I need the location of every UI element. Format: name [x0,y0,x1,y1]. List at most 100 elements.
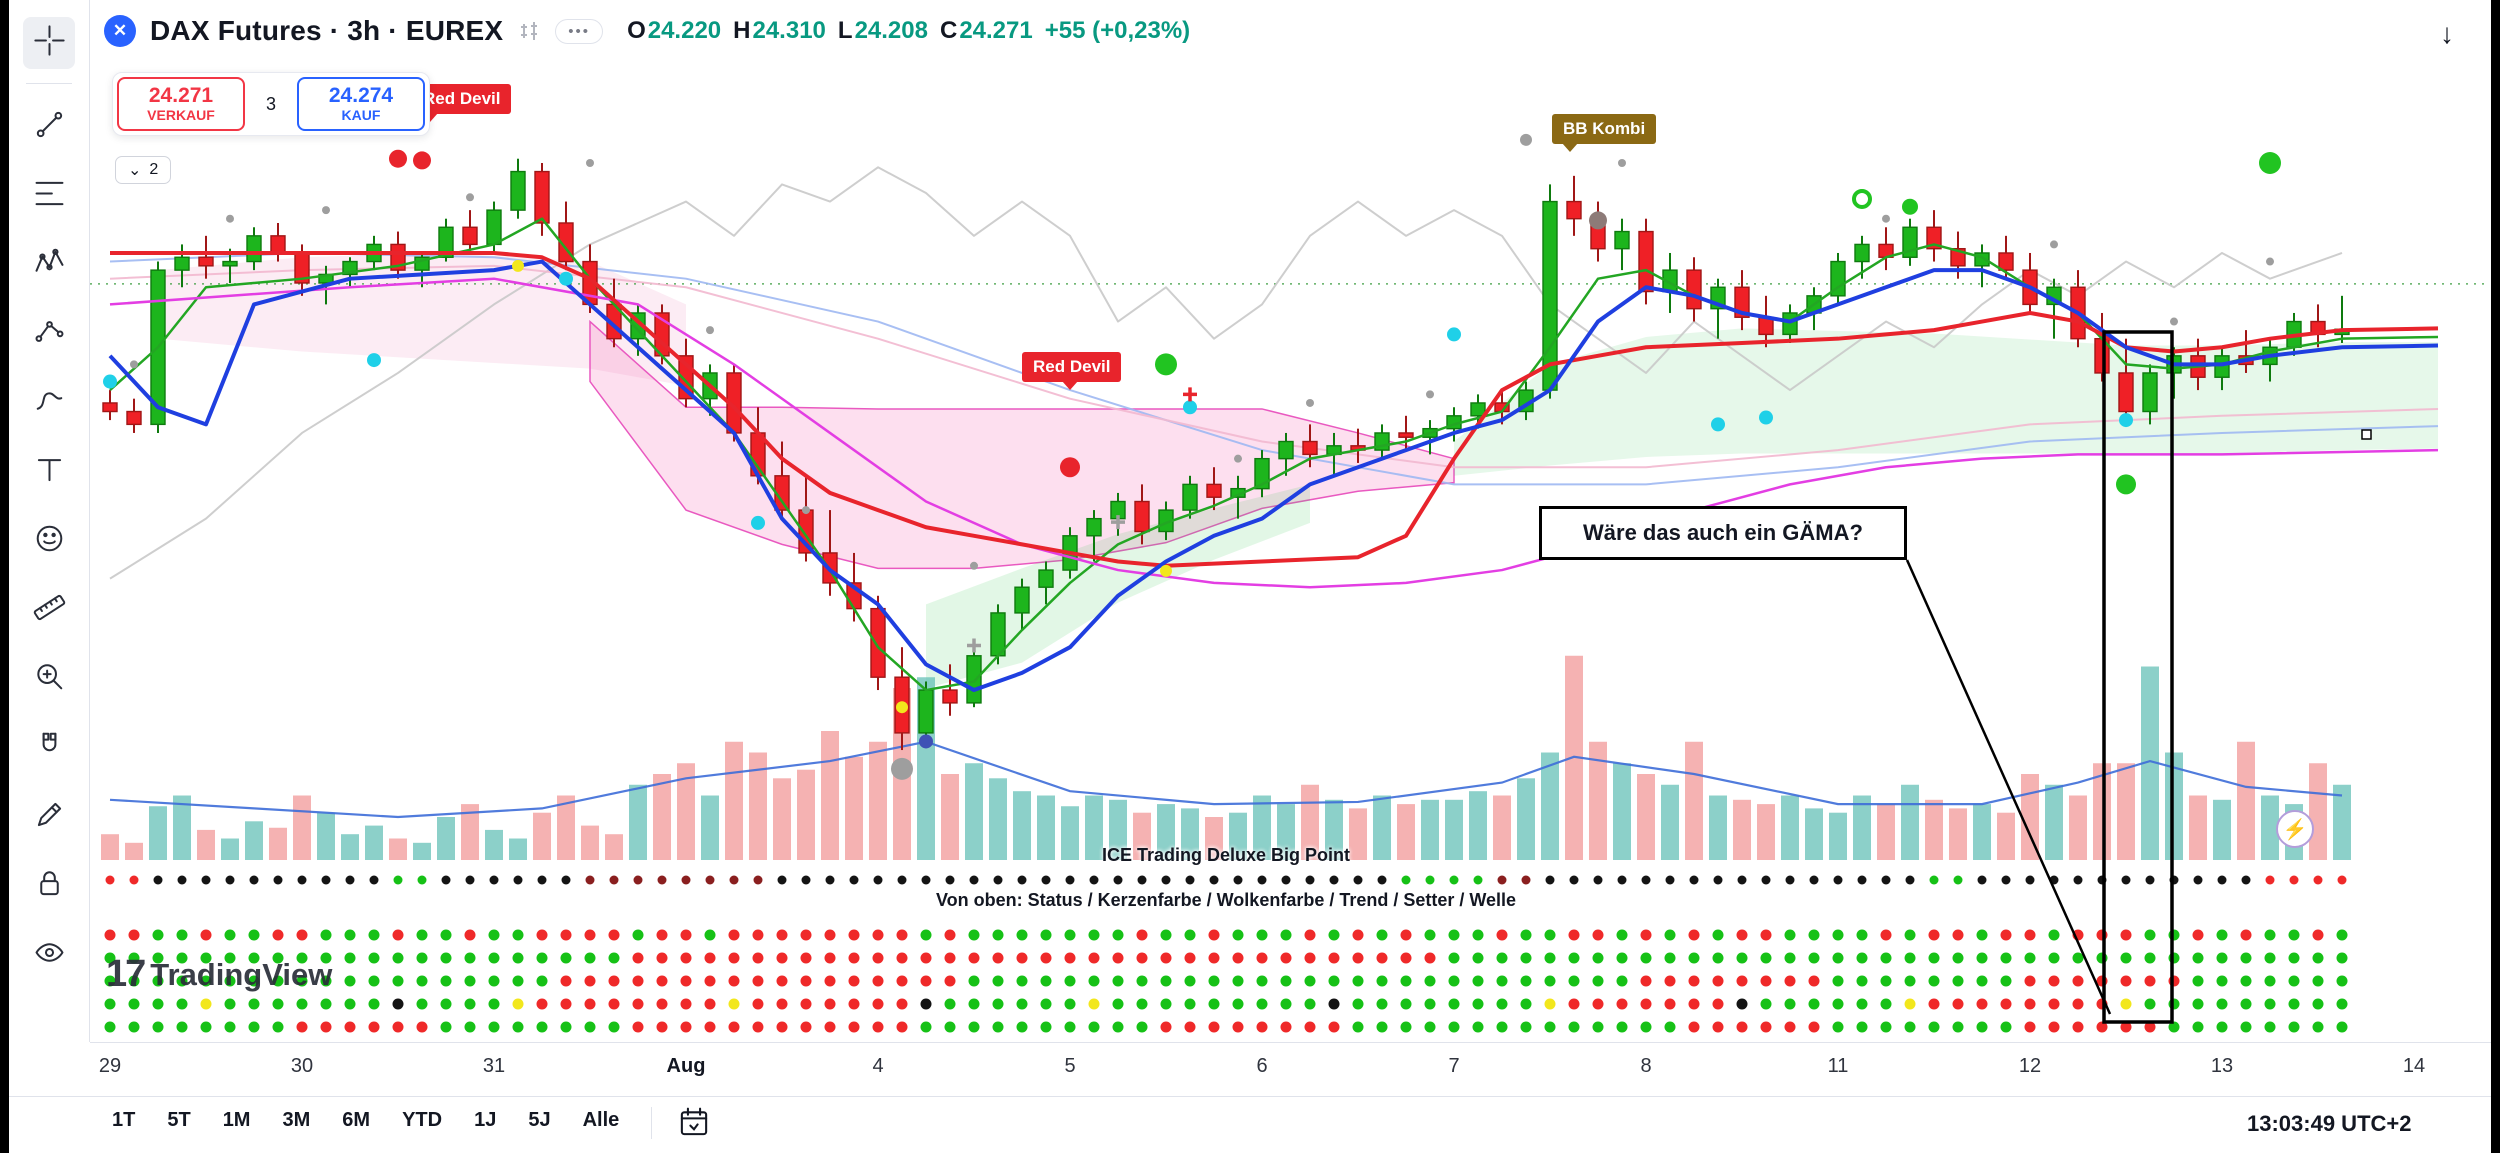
tradingview-brand: TradingView [150,956,333,992]
bb-kombi-badge[interactable]: BB Kombi [1552,114,1657,152]
trend-icon [33,108,66,146]
cloud-layer [158,252,2438,689]
volume-ma-line [109,740,2343,819]
fib-retracement-tool[interactable] [23,170,75,222]
pattern-icon [33,246,66,284]
dot-row-trend [104,975,2348,987]
zoom-tool[interactable] [23,653,75,705]
dots-icon [33,315,66,353]
date-label-12: 12 [2018,1055,2042,1077]
badge-pointer [1562,143,1578,152]
zoom-icon [33,660,66,698]
indicator-collapse-button[interactable]: ⌄ 2 [115,156,172,184]
order-panel: 24.271 VERKAUF 3 24.274 KAUF [112,72,430,136]
sell-button[interactable]: 24.271 VERKAUF [117,77,245,131]
low-label: L [837,17,853,44]
prediction-tool[interactable] [23,308,75,360]
text-icon [33,453,66,491]
highlight-rectangle [2102,330,2174,1024]
range-button-5j[interactable]: 5J [528,1109,551,1131]
brush-tool[interactable] [23,377,75,429]
overlay-lines [108,217,2439,693]
badge-pointer [1062,381,1078,390]
date-label-29: 29 [98,1055,122,1077]
ma-red [110,250,2439,568]
dot-row-setter [104,998,2348,1010]
signal-markers [103,133,2281,780]
more-options-button[interactable]: ••• [555,18,604,44]
dot-row-wolkenfarbe [104,952,2348,964]
ruler-icon [33,591,66,629]
range-buttons: 1T 5T 1M 3M 6M YTD 1J 5J Alle [112,1109,619,1132]
left-edge-bar [0,0,9,1153]
xabcd-pattern-tool[interactable] [23,239,75,291]
goto-date-button[interactable] [677,1105,711,1144]
buy-price: 24.274 [328,83,394,107]
ema-lightpink [109,264,2439,469]
badge-pointer [422,113,438,122]
text-tool[interactable] [23,446,75,498]
red-devil-badge-mid[interactable]: Red Devil [1022,352,1122,390]
buy-button[interactable]: 24.274 KAUF [297,77,425,131]
range-button-1m[interactable]: 1M [222,1109,251,1131]
date-label-7: 7 [1448,1055,1460,1077]
sell-label: VERKAUF [147,107,215,124]
cloud-left [158,252,686,386]
range-button-6m[interactable]: 6M [342,1109,371,1131]
dot-matrix-layer [104,875,2348,1033]
range-button-1t[interactable]: 1T [112,1109,136,1131]
drawing-lock-tool[interactable] [23,791,75,843]
lock-icon [33,867,66,905]
indicator-caption-rows: Von oben: Status / Kerzenfarbe / Wolkenf… [935,890,1517,910]
change-value: +55 (+0,23%) [1044,17,1191,44]
range-button-ytd[interactable]: YTD [402,1109,443,1131]
scroll-down-arrow[interactable]: ↓ [2440,18,2454,49]
chart-style-icon[interactable] [517,19,541,43]
red-devil-badge-mid-label: Red Devil [1033,357,1111,376]
editlock-icon [33,798,66,836]
range-button-1j[interactable]: 1J [474,1109,497,1131]
close-label: C [939,17,958,44]
volume-layer [101,655,2351,860]
eye-icon [33,936,66,974]
ma-magenta [109,277,2439,589]
emoji-icon [33,522,66,560]
range-button-5t[interactable]: 5T [167,1109,191,1131]
date-label-14: 14 [2402,1055,2426,1077]
emoji-tool[interactable] [23,515,75,567]
price-chart[interactable] [90,0,2500,1042]
close-value: 24.271 [959,17,1033,44]
hide-all-tool[interactable] [23,929,75,981]
date-label-30: 30 [290,1055,314,1077]
open-value: 24.220 [647,17,722,44]
lock-all-tool[interactable] [23,860,75,912]
date-axis[interactable]: 29 30 31 Aug 4 5 6 7 8 11 12 13 14 [90,1042,2500,1096]
flash-order-icon[interactable]: ⚡ [2276,810,2314,848]
right-edge-bar [2491,0,2500,1153]
sell-price: 24.271 [148,83,214,107]
open-label: O [627,17,646,44]
date-label-11: 11 [1827,1055,1849,1077]
buy-label: KAUF [341,107,381,124]
clock-readout[interactable]: 13:03:49 UTC+2 [2247,1111,2412,1136]
red-devil-badge-top-label: Red Devil [423,89,501,108]
dot-row-kerzenfarbe [104,929,2348,941]
close-symbol-button[interactable]: ✕ [104,15,136,47]
callout-line [1905,559,2112,1015]
fib-icon [33,177,66,215]
quantity-field[interactable]: 3 [265,93,276,114]
range-button-alle[interactable]: Alle [582,1109,620,1131]
symbol-title[interactable]: DAX Futures · 3h · EUREX [150,15,504,46]
trend-line-tool[interactable] [23,101,75,153]
ma-green [109,217,2439,692]
dot-row-status [105,875,2347,885]
range-button-3m[interactable]: 3M [282,1109,311,1131]
magnet-icon [33,729,66,767]
measure-tool[interactable] [23,584,75,636]
gama-annotation-box[interactable]: Wäre das auch ein GÄMA? [1539,506,1907,560]
magnet-tool[interactable] [23,722,75,774]
crosshair-tool[interactable] [23,17,75,69]
annotation-layer [1905,330,2372,1024]
crosshair-icon [33,24,66,62]
